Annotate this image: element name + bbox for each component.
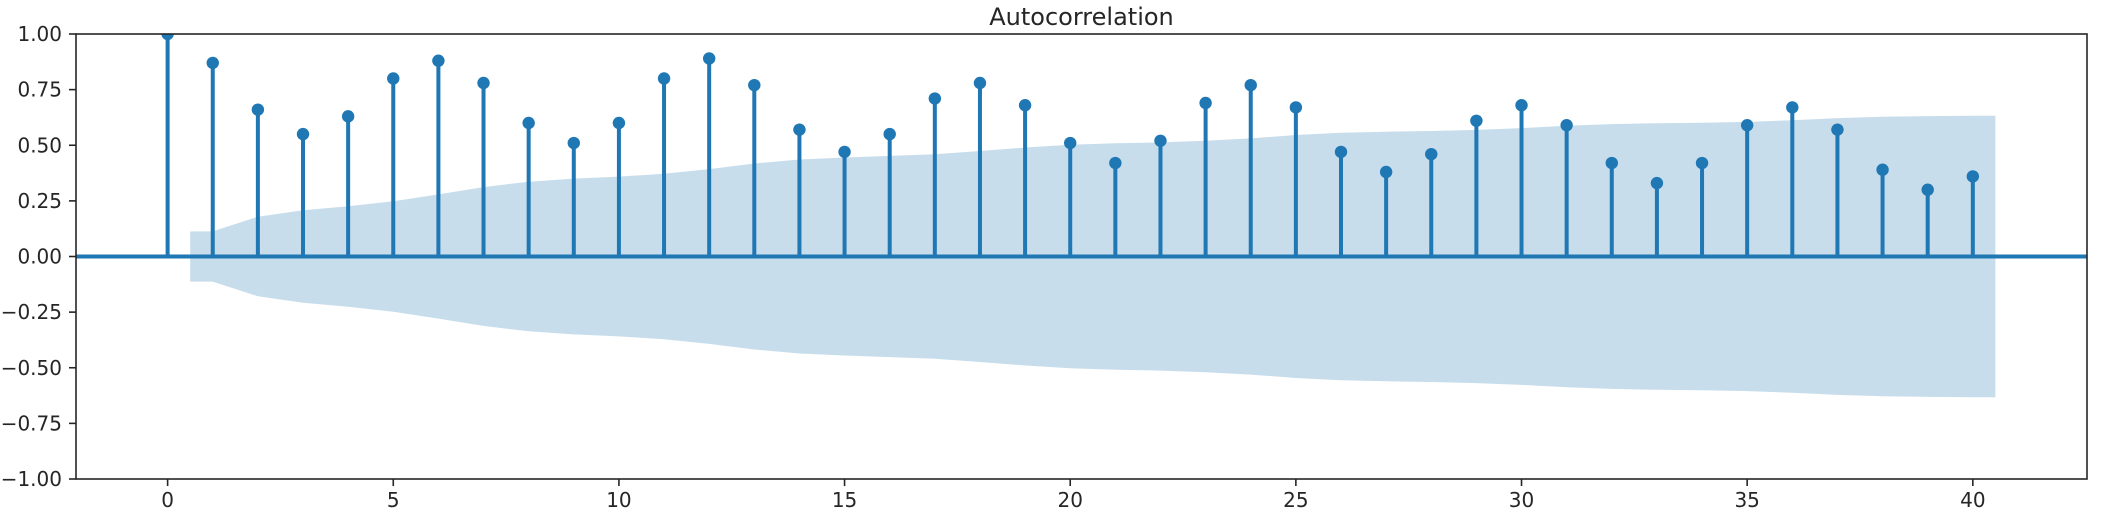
acf-marker bbox=[973, 76, 987, 90]
acf-marker bbox=[1334, 145, 1348, 159]
y-tick-label: −0.50 bbox=[1, 356, 62, 380]
acf-marker bbox=[612, 116, 626, 130]
y-tick-label: −0.25 bbox=[1, 300, 62, 324]
x-tick-label: 10 bbox=[606, 488, 631, 512]
y-tick-label: 1.00 bbox=[17, 22, 62, 46]
x-tick-label: 30 bbox=[1509, 488, 1534, 512]
acf-marker bbox=[522, 116, 535, 130]
y-axis: 1.00 0.75 0.50 0.25 0.00 −0.25 −0.50 −0.75 −1.00 bbox=[1, 22, 76, 491]
y-tick-label: 0.50 bbox=[17, 133, 62, 157]
acf-marker bbox=[702, 52, 716, 65]
acf-marker bbox=[928, 92, 942, 105]
acf-marker bbox=[1109, 156, 1122, 170]
y-tick-label: 0.25 bbox=[17, 189, 62, 213]
y-tick-label: 0.00 bbox=[17, 245, 62, 269]
acf-marker bbox=[1650, 176, 1664, 190]
acf-marker bbox=[1425, 147, 1438, 161]
x-tick-label: 25 bbox=[1283, 488, 1308, 512]
acf-marker bbox=[657, 72, 671, 85]
acf-marker bbox=[1199, 96, 1212, 110]
acf-marker bbox=[477, 76, 490, 90]
x-tick-label: 5 bbox=[387, 488, 400, 512]
y-tick-label: −0.75 bbox=[1, 411, 62, 435]
acf-marker bbox=[1515, 99, 1528, 112]
acf-marker bbox=[1154, 134, 1167, 147]
acf-marker bbox=[1470, 114, 1483, 127]
acf-marker bbox=[161, 34, 174, 41]
x-axis: 0 5 10 15 20 25 30 35 40 bbox=[161, 479, 1986, 512]
plot-area bbox=[76, 34, 2087, 398]
y-tick-label: 0.75 bbox=[17, 78, 62, 102]
acf-marker bbox=[1064, 136, 1077, 150]
x-tick-label: 35 bbox=[1734, 488, 1759, 512]
acf-marker bbox=[251, 103, 265, 116]
acf-marker bbox=[1244, 78, 1257, 92]
acf-marker bbox=[1379, 165, 1393, 179]
acf-marker bbox=[748, 78, 761, 92]
acf-marker bbox=[1786, 101, 1799, 114]
acf-marker bbox=[567, 136, 580, 150]
acf-marker bbox=[1289, 101, 1303, 114]
acf-marker bbox=[1018, 99, 1032, 112]
acf-marker bbox=[341, 110, 355, 123]
acf-marker bbox=[387, 72, 400, 85]
acf-marker bbox=[206, 56, 219, 70]
acf-marker bbox=[432, 54, 445, 67]
acf-marker bbox=[1695, 156, 1709, 170]
x-tick-label: 40 bbox=[1960, 488, 1985, 512]
acf-stems bbox=[161, 34, 1980, 257]
acf-marker bbox=[883, 127, 896, 141]
acf-marker bbox=[1560, 119, 1573, 132]
chart-title: Autocorrelation bbox=[989, 3, 1174, 31]
acf-marker bbox=[296, 127, 310, 141]
acf-marker bbox=[1921, 183, 1934, 196]
acf-marker bbox=[793, 123, 806, 136]
x-tick-label: 0 bbox=[161, 488, 174, 512]
x-tick-label: 20 bbox=[1057, 488, 1082, 512]
x-tick-label: 15 bbox=[832, 488, 857, 512]
acf-marker bbox=[838, 145, 851, 159]
acf-marker bbox=[1966, 170, 1980, 183]
y-tick-label: −1.00 bbox=[1, 467, 62, 491]
acf-marker bbox=[1605, 156, 1618, 170]
acf-marker bbox=[1740, 119, 1754, 132]
acf-marker bbox=[1831, 123, 1844, 136]
acf-marker bbox=[1876, 163, 1889, 176]
